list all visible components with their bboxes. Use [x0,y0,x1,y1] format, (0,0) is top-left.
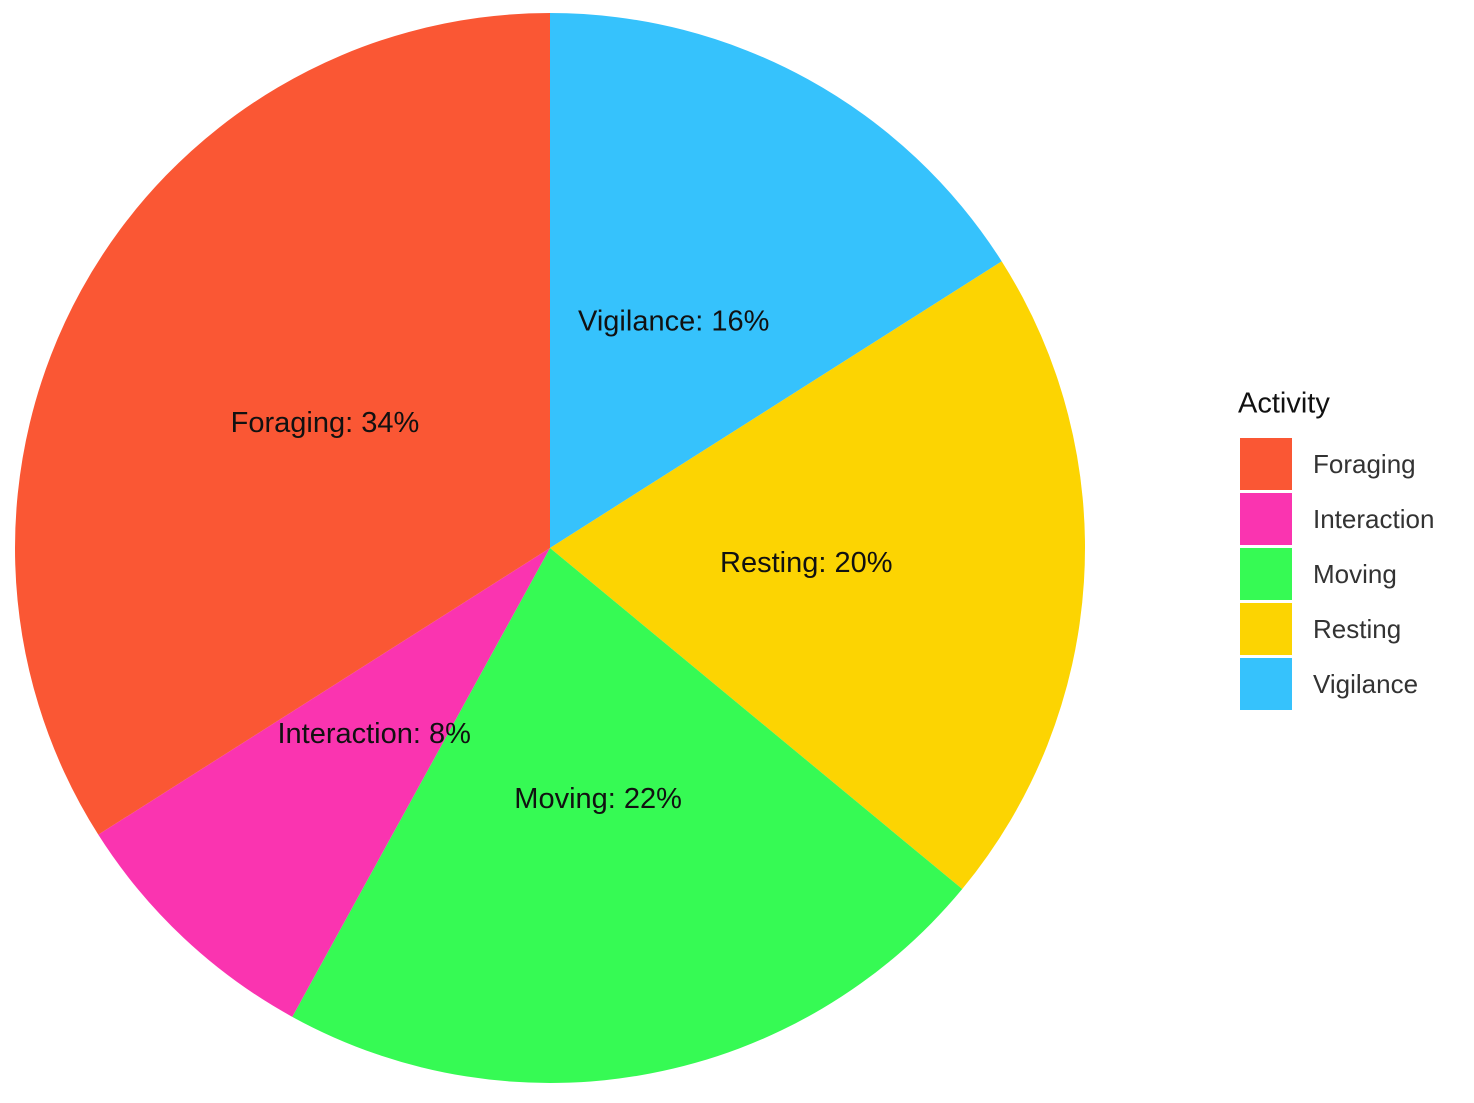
slice-label: Vigilance: 16% [578,306,769,338]
pie-slice [98,548,551,1017]
legend-key [1240,658,1292,710]
legend-key [1240,438,1292,490]
pie-slice [550,261,1085,890]
legend-label: Foraging [1313,449,1416,479]
slice-label: Interaction: 8% [277,718,470,750]
pie-slice [14,13,551,835]
pie-slice [292,548,963,1083]
legend-label: Vigilance [1313,669,1418,699]
slice-label: Resting: 20% [720,547,893,579]
legend-label: Moving [1313,559,1397,589]
legend-key [1240,603,1292,655]
slice-label: Foraging: 34% [231,407,420,439]
legend-key [1240,548,1292,600]
legend-title: Activity [1238,388,1330,420]
legend-key [1240,493,1292,545]
pie-slice [550,13,1002,548]
legend-label: Interaction [1313,504,1434,534]
slice-label: Moving: 22% [514,783,682,815]
legend-label: Resting [1313,614,1401,644]
